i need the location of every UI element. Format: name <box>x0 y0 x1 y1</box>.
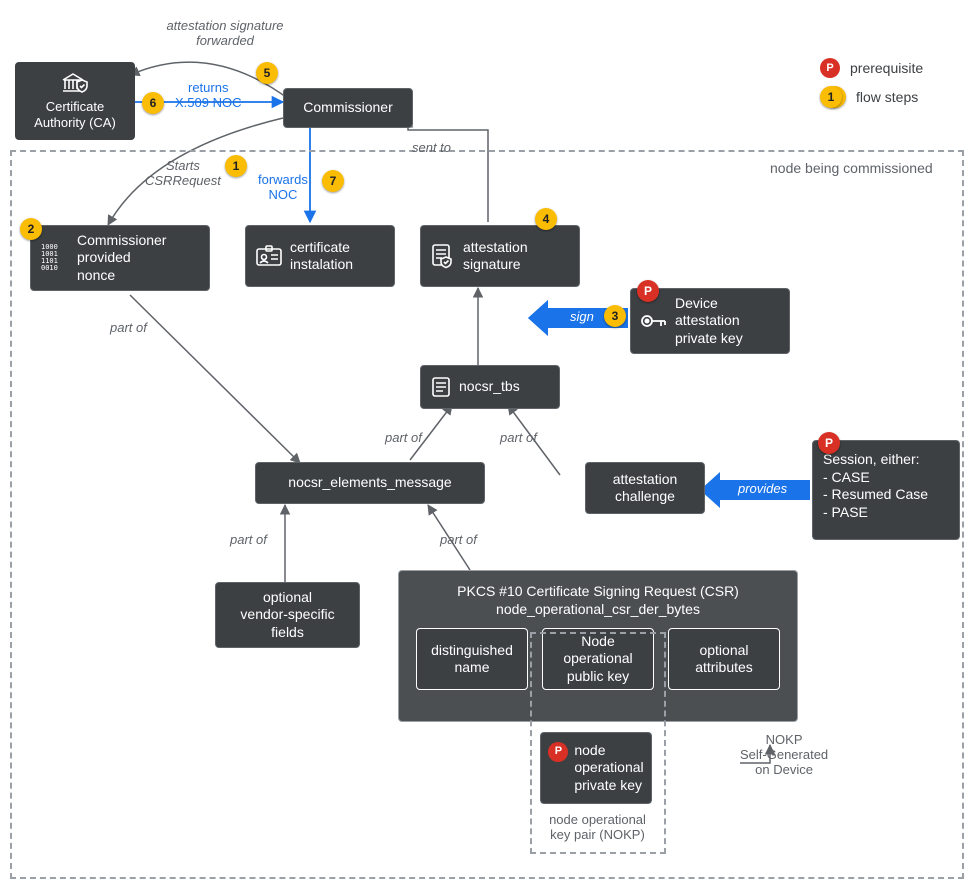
node-session-label: Session, either: - CASE - Resumed Case -… <box>823 451 928 521</box>
legend-prereq-badge: P <box>820 58 840 78</box>
node-nocsr-msg: nocsr_elements_message <box>255 462 485 504</box>
key-icon <box>641 312 667 330</box>
privkey-prereq-badge: P <box>548 742 568 762</box>
id-card-icon <box>256 245 282 267</box>
label-returns-noc: returns X.509 NOC <box>175 80 241 110</box>
node-session: Session, either: - CASE - Resumed Case -… <box>812 440 960 540</box>
badge-pre-devkey: P <box>637 280 659 302</box>
node-nonce: 1000100111010010 Commissioner provided n… <box>30 225 210 291</box>
badge-pre-session: P <box>818 432 840 454</box>
badge-step-3: 3 <box>604 305 626 327</box>
node-commissioner-label: Commissioner <box>303 99 392 117</box>
label-att-sig-fwd: attestation signature forwarded <box>135 18 315 48</box>
doc-shield-icon <box>431 243 455 269</box>
label-sent-to: sent to <box>412 140 451 155</box>
node-dn-label: distinguished name <box>431 642 513 677</box>
node-att-sig-label: attestation signature <box>463 239 528 274</box>
doc-icon <box>431 376 451 398</box>
label-sign: sign <box>570 309 594 324</box>
label-partof-2: part of <box>385 430 422 445</box>
binary-icon: 1000100111010010 <box>41 241 69 275</box>
label-fwd-noc: forwards NOC <box>258 172 308 202</box>
label-provides: provides <box>738 481 787 496</box>
svg-text:0010: 0010 <box>41 264 58 272</box>
legend-prereq-label: prerequisite <box>850 60 923 76</box>
node-privkey-label: node operational private key <box>574 742 643 795</box>
legend-step-badge: 1 <box>820 86 846 108</box>
nokp-annot: NOKP Self-Generated on Device <box>740 732 828 777</box>
label-partof-4: part of <box>230 532 267 547</box>
legend-step-label: flow steps <box>856 89 918 105</box>
node-dev-key-label: Device attestation private key <box>675 295 743 348</box>
node-att-sig: attestation signature <box>420 225 580 287</box>
badge-step-2: 2 <box>20 218 42 240</box>
nokp-caption: node operational key pair (NOKP) <box>540 812 655 842</box>
badge-step-5: 5 <box>256 62 278 84</box>
node-att-chal: attestation challenge <box>585 462 705 514</box>
badge-step-7: 7 <box>322 170 344 192</box>
node-dn: distinguished name <box>416 628 528 690</box>
node-csr-title: PKCS #10 Certificate Signing Request (CS… <box>457 583 739 618</box>
region-label: node being commissioned <box>770 160 933 176</box>
node-cert-install-label: certificate instalation <box>290 239 353 274</box>
node-ca-label: Certificate Authority (CA) <box>34 99 116 132</box>
node-ca: Certificate Authority (CA) <box>15 62 135 140</box>
node-cert-install: certificate instalation <box>245 225 395 287</box>
label-starts-csr: Starts CSRRequest <box>145 158 221 188</box>
label-partof-1: part of <box>110 320 147 335</box>
node-vendor: optional vendor-specific fields <box>215 582 360 648</box>
badge-step-6: 6 <box>142 92 164 114</box>
node-attrs-label: optional attributes <box>695 642 753 677</box>
node-attrs: optional attributes <box>668 628 780 690</box>
node-privkey: P node operational private key <box>540 732 652 804</box>
label-partof-3: part of <box>500 430 537 445</box>
node-nocsr-msg-label: nocsr_elements_message <box>288 474 451 492</box>
node-nocsr-tbs: nocsr_tbs <box>420 365 560 409</box>
diagram-canvas: node being commissioned P prerequisite 1… <box>0 0 976 890</box>
node-vendor-label: optional vendor-specific fields <box>240 589 334 642</box>
badge-step-1: 1 <box>225 155 247 177</box>
node-nonce-label: Commissioner provided nonce <box>77 232 166 285</box>
bank-shield-icon <box>60 71 90 95</box>
node-att-chal-label: attestation challenge <box>613 471 678 506</box>
legend: P prerequisite 1 flow steps <box>820 58 923 108</box>
node-commissioner: Commissioner <box>283 88 413 128</box>
badge-step-4: 4 <box>535 208 557 230</box>
node-nocsr-tbs-label: nocsr_tbs <box>459 378 520 396</box>
label-partof-5: part of <box>440 532 477 547</box>
